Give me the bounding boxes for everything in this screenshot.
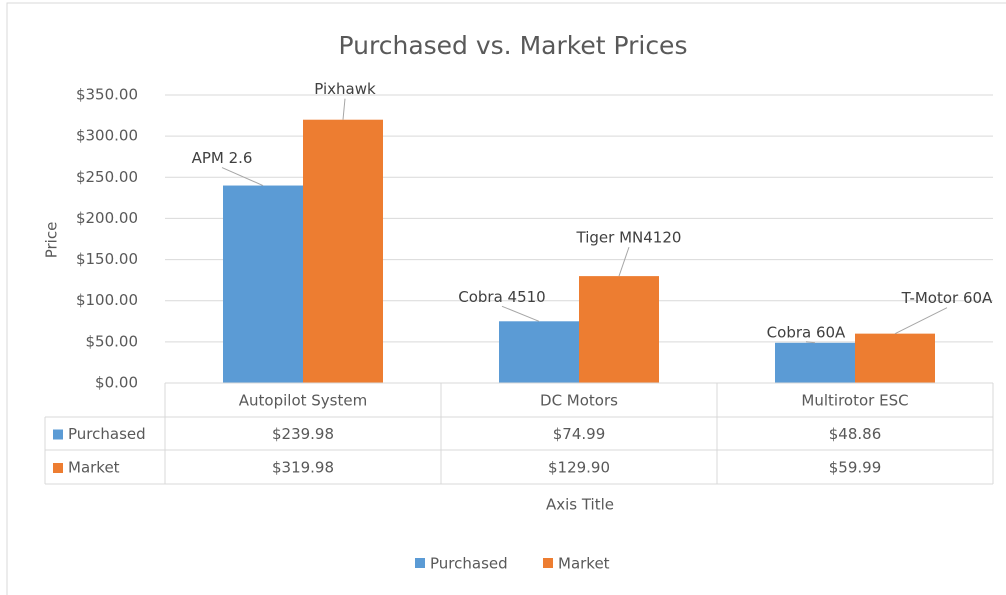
table-value: $129.90 (548, 459, 610, 477)
legend-key (543, 558, 553, 568)
y-tick-label: $100.00 (76, 291, 138, 309)
point-label: Pixhawk (314, 80, 376, 98)
chart-frame (6, 2, 1006, 595)
bar (499, 321, 579, 383)
bar (855, 333, 935, 383)
point-label: Cobra 60A (767, 323, 846, 341)
y-tick-label: $150.00 (76, 250, 138, 268)
table-legend-key (53, 429, 63, 440)
table-value: $48.86 (829, 425, 882, 443)
chart-title: Purchased vs. Market Prices (339, 31, 688, 60)
leader-line (894, 307, 948, 335)
y-tick-label: $300.00 (76, 127, 138, 145)
table-value: $239.98 (272, 425, 334, 443)
bar (579, 276, 659, 383)
table-series-name: Purchased (68, 425, 146, 443)
bar (223, 185, 303, 383)
table-value: $59.99 (829, 459, 882, 477)
y-tick-label: $350.00 (76, 86, 138, 104)
point-label: APM 2.6 (192, 149, 253, 167)
legend-key (415, 558, 425, 568)
legend-label: Market (558, 555, 610, 573)
y-tick-label: $200.00 (76, 209, 138, 227)
bar (303, 119, 383, 383)
x-tick-label: DC Motors (540, 392, 618, 410)
point-label: T-Motor 60A (901, 289, 993, 307)
table-legend-key (53, 463, 63, 473)
leader-line (618, 246, 630, 277)
table-series-name: Market (68, 459, 120, 477)
bar (775, 342, 855, 383)
y-tick-label: $250.00 (76, 168, 138, 186)
leader-line (221, 167, 264, 186)
leader-line (501, 305, 540, 322)
leader-line (342, 98, 346, 120)
point-label: Tiger MN4120 (576, 229, 682, 247)
x-tick-label: Autopilot System (239, 392, 367, 410)
point-label: Cobra 4510 (458, 288, 545, 306)
table-value: $319.98 (272, 459, 334, 477)
legend-label: Purchased (430, 555, 508, 573)
x-tick-label: Multirotor ESC (801, 392, 908, 410)
x-axis-label: Axis Title (546, 496, 614, 514)
table-value: $74.99 (553, 425, 606, 443)
y-axis-label: Price (43, 222, 61, 259)
y-tick-label: $0.00 (95, 374, 138, 392)
leader-line (805, 341, 816, 344)
y-tick-label: $50.00 (86, 332, 139, 350)
